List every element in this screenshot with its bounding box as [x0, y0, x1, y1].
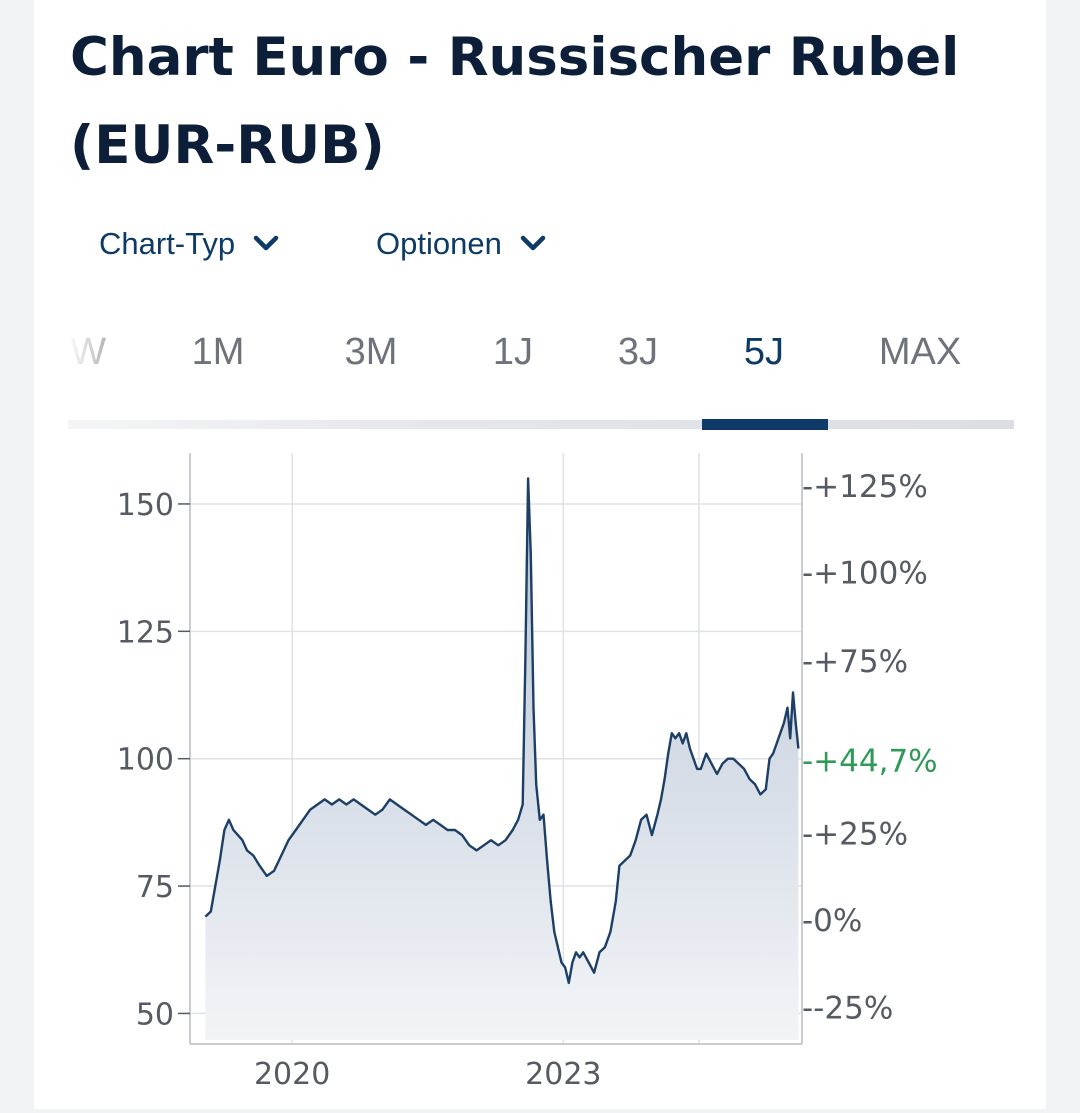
tab-track — [68, 420, 1014, 429]
axes — [189, 453, 803, 1045]
current-change-label: -+44,7% — [802, 744, 938, 780]
active-tab-indicator — [702, 419, 828, 430]
right-tick-label: -+25% — [802, 817, 908, 853]
right-tick-label: --25% — [802, 990, 893, 1026]
right-tick-label: -0% — [802, 903, 862, 939]
price-chart: 50 75 100 125 150 2020 2023 -+125% -+100% -+75%… — [117, 453, 938, 1092]
x-tick-label: 2020 — [254, 1057, 330, 1092]
right-tick-label: -+75% — [802, 644, 908, 680]
y-tick-label: 125 — [117, 615, 174, 650]
tab-scroll-fade — [68, 325, 138, 405]
chevron-down-icon — [253, 235, 279, 251]
series-area — [205, 478, 799, 1040]
tab-3j[interactable]: 3J — [617, 331, 659, 373]
right-axis-ticks: -+125% -+100% -+75% -+25% -0% --25% — [802, 469, 928, 1026]
tab-1m[interactable]: 1M — [191, 331, 245, 373]
y-tick-label: 50 — [136, 997, 174, 1032]
tab-3m[interactable]: 3M — [344, 331, 398, 373]
tab-1j[interactable]: 1J — [492, 331, 534, 373]
x-axis-ticks: 2020 2023 — [254, 1057, 602, 1092]
right-tick-label: -+125% — [802, 469, 928, 505]
y-tick-label: 150 — [117, 488, 174, 523]
chart-area: 50 75 100 125 150 2020 2023 -+125% -+100% -+75%… — [0, 440, 1080, 1109]
time-range-tabs: W 1M 3M 1J 3J 5J MAX — [68, 325, 1014, 431]
tab-5j[interactable]: 5J — [743, 331, 785, 373]
chevron-down-icon — [520, 235, 546, 251]
page-title: Chart Euro - Russischer Rubel (EUR-RUB) — [70, 27, 960, 176]
y-axis-ticks: 50 75 100 125 150 — [117, 488, 190, 1032]
x-tick-label: 2023 — [525, 1057, 601, 1092]
chart-type-dropdown[interactable]: Chart-Typ — [99, 224, 279, 264]
tab-max[interactable]: MAX — [878, 331, 962, 373]
series-line — [204, 477, 800, 985]
right-tick-label: -+100% — [802, 556, 928, 592]
options-label: Optionen — [376, 226, 502, 261]
chart-type-label: Chart-Typ — [99, 226, 236, 261]
y-tick-label: 100 — [117, 743, 174, 778]
options-dropdown[interactable]: Optionen — [376, 224, 546, 264]
y-tick-label: 75 — [136, 870, 174, 905]
